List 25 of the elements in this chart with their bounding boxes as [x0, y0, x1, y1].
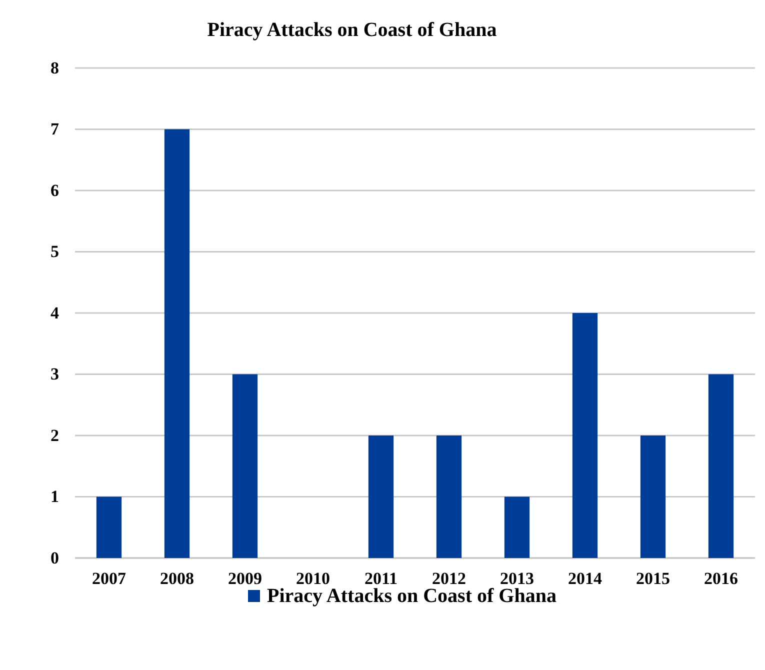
bar — [572, 313, 598, 558]
y-tick-label: 6 — [50, 180, 59, 200]
chart-title: Piracy Attacks on Coast of Ghana — [207, 19, 497, 41]
y-tick-label: 1 — [50, 487, 59, 506]
x-tick-label: 2007 — [92, 569, 126, 588]
bar — [164, 129, 190, 558]
bar — [368, 436, 394, 558]
bar — [232, 374, 258, 558]
bar — [640, 436, 666, 558]
bar — [96, 496, 122, 558]
y-tick-label: 8 — [50, 58, 59, 78]
x-tick-label: 2015 — [636, 569, 670, 588]
x-tick-label: 2016 — [704, 569, 738, 588]
bar — [504, 496, 530, 558]
bar — [436, 436, 462, 558]
y-tick-label: 5 — [50, 242, 59, 262]
y-tick-label: 7 — [50, 120, 60, 139]
y-tick-label: 3 — [50, 364, 59, 384]
x-tick-label: 2014 — [568, 569, 602, 588]
y-tick-label: 2 — [50, 426, 59, 445]
y-tick-label: 0 — [50, 548, 59, 568]
x-tick-label: 2009 — [228, 569, 262, 588]
x-tick-label: 2008 — [160, 569, 194, 588]
y-tick-label: 4 — [50, 303, 60, 322]
bar — [708, 374, 734, 558]
